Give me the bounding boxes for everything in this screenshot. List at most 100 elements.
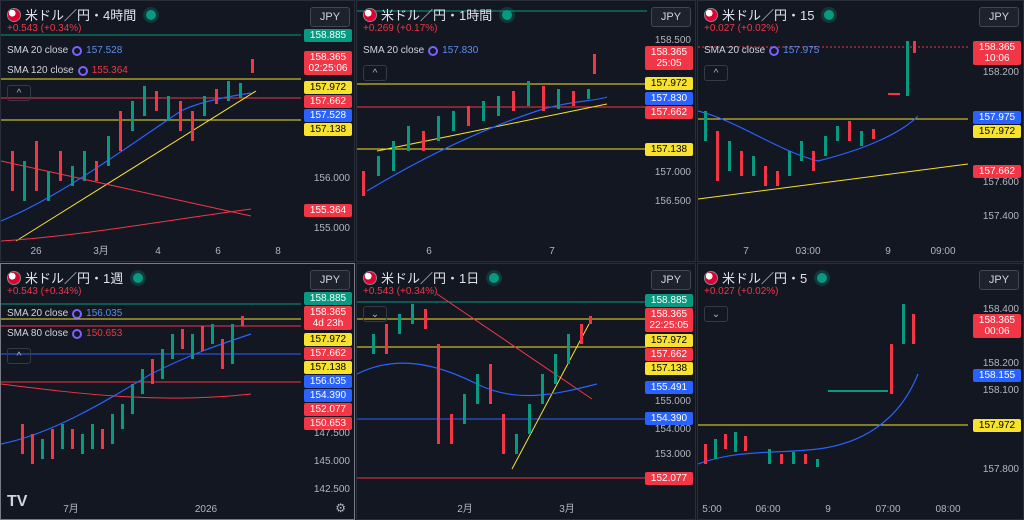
price-label: 157.662 [304, 347, 352, 360]
live-status-icon [824, 9, 835, 20]
collapse-legend-button[interactable]: ⌄ [363, 306, 387, 322]
sma-value: 156.035 [86, 308, 123, 319]
x-tick: 7 [743, 246, 749, 257]
sma-value: 157.528 [86, 45, 123, 56]
sma-label: SMA 120 close [7, 65, 74, 76]
y-tick: 142.500 [313, 484, 350, 495]
price-plot[interactable] [1, 1, 301, 262]
y-tick: 157.000 [654, 167, 691, 178]
x-tick: 3月 [93, 246, 109, 257]
x-tick: 9 [825, 504, 831, 515]
sma-settings-icon[interactable] [77, 65, 88, 76]
live-status-icon [502, 9, 513, 20]
y-tick: 158.400 [982, 304, 1019, 315]
currency-selector[interactable]: JPY [979, 270, 1019, 290]
x-tick: 8 [275, 246, 281, 257]
sma-value: 157.830 [442, 45, 479, 56]
price-label: 155.364 [304, 204, 352, 217]
price-plot[interactable] [1, 264, 301, 520]
price-plot[interactable] [357, 1, 647, 262]
sma-value: 155.364 [91, 65, 128, 76]
sma-settings-icon[interactable] [72, 308, 83, 319]
panel-1w[interactable]: 米ドル／円・1週 +0.543 (+0.34%) SMA 20 close 15… [0, 263, 355, 520]
sma-legend-20[interactable]: SMA 20 close 156.035 [7, 308, 122, 319]
candles [704, 304, 915, 467]
sma-legend-20[interactable]: SMA 20 close 157.528 [7, 45, 122, 56]
y-tick: 156.000 [313, 173, 350, 184]
collapse-legend-button[interactable]: ^ [363, 65, 387, 81]
panel-header: 米ドル／円・1時間 [363, 5, 513, 24]
price-label: 155.491 [645, 381, 693, 394]
y-tick: 158.200 [982, 67, 1019, 78]
price-label: 157.972 [304, 333, 352, 346]
x-tick: 06:00 [755, 504, 781, 515]
gear-icon[interactable]: ⚙ [335, 501, 346, 515]
sma-label: SMA 80 close [7, 328, 69, 339]
x-tick: 07:00 [875, 504, 901, 515]
sma-label: SMA 20 close [704, 45, 766, 56]
panel-title: 米ドル／円・5 [722, 271, 808, 286]
sma-legend-20[interactable]: SMA 20 close 157.975 [704, 45, 819, 56]
currency-selector[interactable]: JPY [979, 7, 1019, 27]
sma-value: 157.975 [783, 45, 820, 56]
x-tick: 09:00 [930, 246, 956, 257]
collapse-legend-button[interactable]: ^ [704, 65, 728, 81]
collapse-legend-button[interactable]: ⌄ [704, 306, 728, 322]
currency-selector[interactable]: JPY [310, 7, 350, 27]
price-label: 158.365 00:06 [973, 314, 1021, 338]
panel-title: 米ドル／円・4時間 [25, 8, 137, 23]
collapse-legend-button[interactable]: ^ [7, 85, 31, 101]
x-tick: 5:00 [702, 504, 722, 515]
currency-selector[interactable]: JPY [651, 7, 691, 27]
price-label: 157.138 [645, 362, 693, 375]
x-tick: 2月 [457, 504, 473, 515]
sma-legend-20[interactable]: SMA 20 close 157.830 [363, 45, 478, 56]
price-label: 158.365 22:25:05 [645, 308, 693, 332]
panel-15m[interactable]: 米ドル／円・15 +0.027 (+0.02%) SMA 20 close 15… [697, 0, 1024, 262]
price-label: 157.528 [304, 109, 352, 122]
price-label: 157.972 [973, 125, 1021, 138]
panel-header: 米ドル／円・5 [704, 268, 828, 287]
x-tick: 9 [885, 246, 891, 257]
sma-settings-icon[interactable] [428, 45, 439, 56]
currency-selector[interactable]: JPY [310, 270, 350, 290]
y-tick: 158.200 [982, 358, 1019, 369]
price-label: 156.035 [304, 375, 352, 388]
panel-title: 米ドル／円・15 [722, 8, 815, 23]
panel-1h[interactable]: 米ドル／円・1時間 +0.269 (+0.17%) SMA 20 close 1… [356, 0, 696, 262]
y-tick: 154.000 [654, 424, 691, 435]
collapse-legend-button[interactable]: ^ [7, 348, 31, 364]
price-label: 157.138 [304, 361, 352, 374]
price-plot[interactable] [698, 1, 968, 262]
live-status-icon [817, 272, 828, 283]
tradingview-logo-icon[interactable]: TV [7, 493, 28, 510]
panel-5m[interactable]: 米ドル／円・5 +0.027 (+0.02%) ⌄ JPY 158.365 00… [697, 263, 1024, 520]
candles [21, 316, 244, 464]
panel-4h[interactable]: 米ドル／円・4時間 +0.543 (+0.34%) SMA 20 close 1… [0, 0, 355, 262]
price-label: 158.155 [973, 369, 1021, 382]
sma-legend-120[interactable]: SMA 120 close 155.364 [7, 65, 128, 76]
y-tick: 157.400 [982, 211, 1019, 222]
sma-legend-80[interactable]: SMA 80 close 150.653 [7, 328, 122, 339]
panel-1d[interactable]: 米ドル／円・1日 +0.543 (+0.34%) ⌄ JPY 158.885 1… [356, 263, 696, 520]
usdjpy-flag-icon [7, 7, 21, 22]
price-label: 158.885 [304, 29, 352, 42]
price-plot[interactable] [698, 264, 968, 520]
y-tick: 153.000 [654, 449, 691, 460]
usdjpy-flag-icon [363, 270, 377, 285]
sma-settings-icon[interactable] [72, 45, 83, 56]
y-tick: 155.000 [654, 396, 691, 407]
sma-settings-icon[interactable] [72, 328, 83, 339]
price-plot[interactable] [357, 264, 647, 520]
usdjpy-flag-icon [363, 7, 377, 22]
price-change: +0.269 (+0.17%) [363, 23, 438, 34]
price-label: 158.365 02:25:06 [304, 51, 352, 75]
price-change: +0.543 (+0.34%) [7, 286, 82, 297]
price-change: +0.027 (+0.02%) [704, 23, 779, 34]
candles [704, 41, 916, 186]
currency-selector[interactable]: JPY [651, 270, 691, 290]
y-tick: 156.500 [654, 196, 691, 207]
panel-title: 米ドル／円・1週 [25, 271, 124, 286]
price-label: 157.972 [973, 419, 1021, 432]
sma-settings-icon[interactable] [769, 45, 780, 56]
